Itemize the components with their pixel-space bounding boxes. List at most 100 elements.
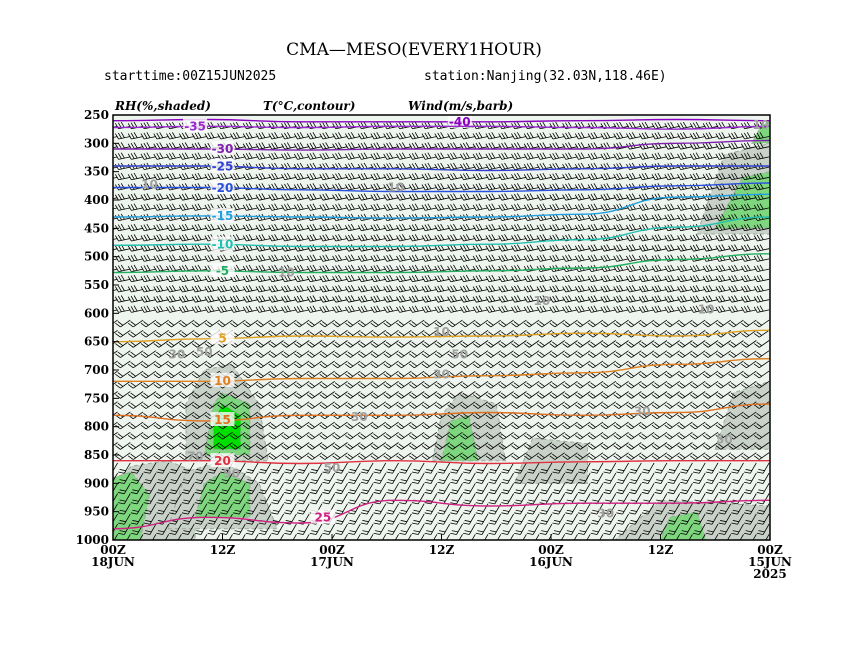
wind-barb <box>460 162 476 170</box>
wind-barb <box>113 146 118 150</box>
wind-barb <box>728 142 744 150</box>
wind-barb <box>166 132 182 140</box>
wind-barb <box>113 207 118 211</box>
rh-region-50 <box>513 437 588 484</box>
wind-barb <box>242 142 259 150</box>
wind-barb <box>153 193 169 201</box>
wind-barb <box>549 132 565 140</box>
wind-barb <box>741 172 757 181</box>
wind-barb <box>242 193 259 201</box>
wind-barb <box>281 172 297 181</box>
wind-barb <box>140 152 156 160</box>
wind-barb <box>332 223 348 232</box>
wind-barb <box>511 203 527 211</box>
wind-barb <box>153 234 169 242</box>
wind-barb <box>664 121 680 130</box>
wind-barb <box>498 183 514 191</box>
wind-barb <box>574 132 591 140</box>
wind-barb <box>447 152 463 160</box>
wind-barb <box>447 162 463 170</box>
wind-barb <box>753 172 770 181</box>
wind-barb <box>357 152 374 160</box>
wind-barb <box>268 152 284 160</box>
wind-barb <box>421 203 437 211</box>
wind-barb <box>370 142 386 150</box>
pressure-tick-label: 400 <box>84 193 109 207</box>
wind-barb <box>460 193 476 201</box>
wind-barb <box>574 203 591 211</box>
wind-barb <box>115 193 131 201</box>
wind-barb <box>664 213 680 221</box>
wind-barb <box>113 217 118 221</box>
wind-barb <box>702 152 719 160</box>
wind-barb <box>153 203 169 211</box>
wind-barb <box>127 203 144 211</box>
wind-barb <box>421 162 437 170</box>
wind-barb <box>587 172 604 181</box>
wind-barb <box>472 162 489 170</box>
wind-barb <box>281 132 297 140</box>
wind-barb <box>498 172 514 181</box>
wind-barb <box>562 152 578 160</box>
rh-region-70 <box>113 471 151 540</box>
time-tick-label: 12Z <box>210 543 236 557</box>
wind-barb <box>587 203 604 211</box>
temperature-contour-label: -10 <box>212 238 234 252</box>
wind-barb <box>447 223 463 232</box>
wind-barb <box>396 132 412 140</box>
rh-contour-label: 10 <box>698 302 715 316</box>
start-time-label: starttime:00Z15JUN2025 <box>104 69 276 84</box>
temperature-contour-label: 5 <box>218 331 226 345</box>
wind-barb <box>536 183 552 191</box>
wind-barb <box>587 152 604 160</box>
wind-barb <box>408 183 425 191</box>
wind-barb <box>574 193 591 201</box>
wind-barb <box>383 132 399 140</box>
wind-barb <box>664 172 680 181</box>
wind-barb <box>460 172 476 181</box>
wind-barb <box>600 203 616 211</box>
wind-barb <box>485 203 501 211</box>
wind-barb <box>741 152 757 160</box>
wind-barb <box>306 152 323 160</box>
wind-barb <box>587 213 604 221</box>
wind-barb <box>345 152 361 160</box>
wind-barb <box>613 152 629 160</box>
rh-contour-label: 50 <box>324 461 341 475</box>
wind-barb <box>664 203 680 211</box>
wind-barb <box>357 183 374 191</box>
wind-barb <box>113 166 118 170</box>
wind-barb <box>153 132 169 140</box>
wind-barb <box>741 183 757 191</box>
temperature-legend-label: T(°C,contour) <box>263 99 355 113</box>
wind-barb <box>293 152 310 160</box>
wind-barb <box>268 132 284 140</box>
figure-title: CMA—MESO(EVERY1HOUR) <box>286 40 542 60</box>
wind-barb <box>689 172 706 181</box>
wind-barb <box>140 234 156 242</box>
wind-barb <box>523 172 540 181</box>
wind-barb <box>613 193 629 201</box>
time-tick-label: 18JUN <box>91 555 135 569</box>
wind-barb <box>332 193 348 201</box>
wind-barb <box>498 193 514 201</box>
wind-barb <box>255 132 271 140</box>
wind-barb <box>178 203 195 211</box>
wind-barb <box>511 172 527 181</box>
wind-barb <box>113 176 118 181</box>
wind-barb <box>434 172 450 181</box>
wind-barb <box>689 152 706 160</box>
wind-barb <box>345 183 361 191</box>
wind-barb <box>523 132 540 140</box>
wind-barb <box>651 213 667 221</box>
wind-barb <box>626 193 642 201</box>
wind-barb <box>113 156 118 160</box>
rh-contour-label: 30 <box>169 348 186 362</box>
wind-barb <box>549 152 565 160</box>
wind-barb <box>638 172 655 181</box>
wind-barb <box>408 223 425 232</box>
wind-barb <box>127 152 144 160</box>
rh-contour-label: 50 <box>451 348 468 362</box>
wind-barb <box>600 213 616 221</box>
wind-barb <box>702 203 719 211</box>
